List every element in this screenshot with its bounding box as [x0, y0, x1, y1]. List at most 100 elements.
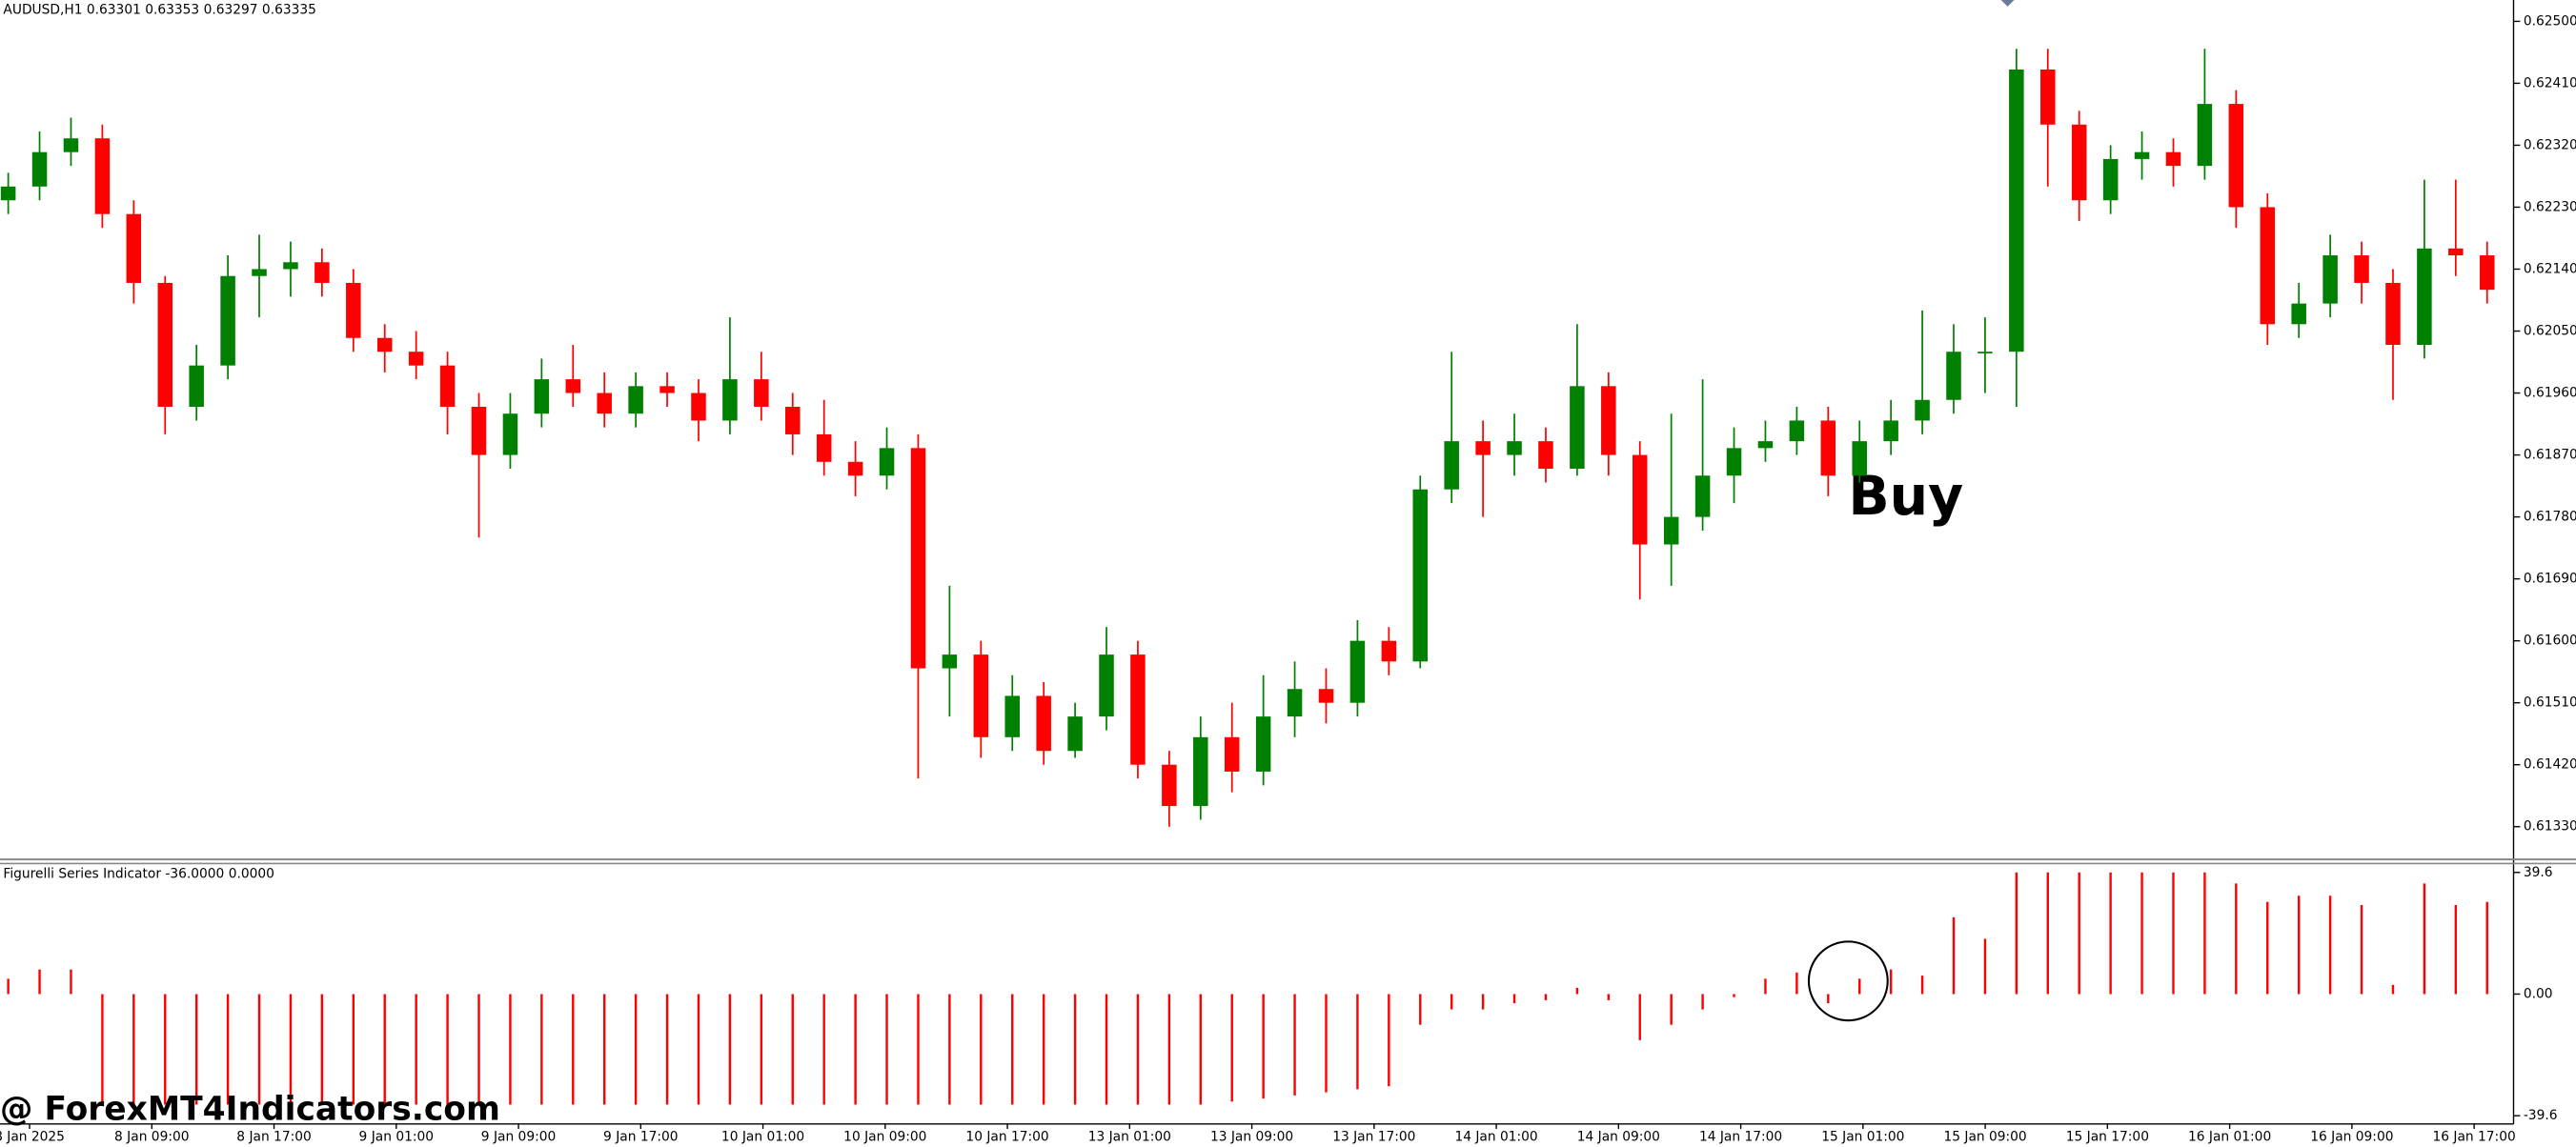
- time-label: 15 Jan 09:00: [1943, 1130, 2026, 1145]
- candle-body: [847, 461, 863, 476]
- candle-body: [471, 407, 487, 455]
- candle-body: [1193, 736, 1208, 807]
- candle-body: [1915, 399, 1930, 421]
- candle-body: [659, 386, 675, 393]
- candle-body: [1099, 654, 1114, 717]
- candle-body: [1255, 716, 1271, 772]
- time-label: 10 Jan 09:00: [843, 1130, 926, 1145]
- candle-body: [314, 262, 330, 283]
- candle-body: [346, 282, 361, 338]
- candle-body: [2134, 151, 2150, 159]
- candle-body: [1349, 640, 1366, 703]
- candle-body: [1852, 441, 1867, 476]
- y-tick-label: 0.00: [2524, 986, 2553, 1001]
- time-label: 8 Jan 17:00: [236, 1130, 311, 1145]
- y-tick-label: 0.62140: [2524, 261, 2576, 276]
- candle-body: [1224, 736, 1240, 772]
- candle-body: [565, 379, 581, 393]
- candle-body: [1507, 441, 1522, 455]
- time-label: 14 Jan 09:00: [1577, 1130, 1660, 1145]
- candle-body: [1130, 654, 1146, 765]
- time-label: 10 Jan 17:00: [965, 1130, 1048, 1145]
- shift-marker: [2000, 0, 2015, 7]
- candle-body: [1318, 689, 1334, 703]
- candle-body: [376, 337, 393, 352]
- y-tick-label: -39.6: [2524, 1108, 2558, 1123]
- candle-body: [31, 151, 48, 187]
- y-tick-label: 0.62050: [2524, 324, 2576, 339]
- candle-body: [910, 448, 926, 669]
- candle-body: [1883, 420, 1898, 442]
- candle-body: [1694, 475, 1711, 517]
- candle-body: [283, 262, 298, 270]
- candle-body: [126, 213, 142, 283]
- candle-body: [502, 413, 518, 455]
- candle-body: [691, 392, 706, 421]
- candle-body: [1570, 386, 1585, 470]
- candle-body: [754, 379, 769, 408]
- time-label: 13 Jan 01:00: [1088, 1130, 1171, 1145]
- y-tick-label: 0.62500: [2524, 13, 2576, 29]
- candle-body: [534, 379, 550, 414]
- candle-body: [2071, 124, 2087, 201]
- candle-body: [1475, 441, 1491, 455]
- candle-body: [1412, 489, 1429, 662]
- candle-body: [2385, 282, 2401, 345]
- candle-body: [1946, 352, 1961, 400]
- candle-body: [220, 275, 235, 366]
- candle-body: [1287, 689, 1303, 717]
- candle-body: [1632, 454, 1648, 545]
- time-label: 15 Jan 17:00: [2066, 1130, 2149, 1145]
- candle-body: [1663, 516, 1679, 545]
- candle-body: [1444, 441, 1459, 490]
- y-tick-label: 0.62320: [2524, 137, 2576, 152]
- candle-body: [2291, 303, 2306, 325]
- time-label: 15 Jan 01:00: [1821, 1130, 1904, 1145]
- candle-body: [408, 352, 424, 366]
- candle-body: [2260, 207, 2276, 325]
- candle-body: [189, 365, 204, 408]
- candle-body: [2009, 69, 2024, 352]
- y-tick-label: 0.61690: [2524, 572, 2576, 587]
- time-label: 9 Jan 17:00: [603, 1130, 678, 1145]
- candle-body: [63, 138, 79, 152]
- candle-body: [2197, 104, 2213, 167]
- candle-body: [439, 365, 456, 408]
- buy-annotation: Buy: [1848, 465, 1963, 528]
- y-tick-label: 0.61330: [2524, 819, 2576, 835]
- candle-body: [1538, 441, 1553, 470]
- candle-body: [2479, 255, 2495, 291]
- candle-body: [157, 282, 173, 408]
- candle-body: [2165, 151, 2181, 167]
- candle-body: [973, 654, 989, 737]
- candle-body: [2102, 158, 2119, 201]
- time-label: 10 Jan 01:00: [721, 1130, 804, 1145]
- candle-body: [816, 433, 832, 462]
- time-label: 16 Jan 09:00: [2310, 1130, 2393, 1145]
- candle-body: [2040, 69, 2056, 125]
- candle-body: [1789, 420, 1805, 442]
- candle-body: [1757, 441, 1774, 449]
- candle-body: [1726, 448, 1742, 476]
- candle-body: [1067, 716, 1083, 752]
- candle-body: [94, 138, 111, 214]
- candle-body: [1381, 640, 1397, 662]
- candle-body: [2354, 255, 2369, 283]
- candle-body: [2448, 248, 2464, 256]
- candle-body: [942, 654, 958, 669]
- candle-body: [1978, 352, 1993, 353]
- candle-body: [252, 269, 267, 276]
- y-tick-label: 0.62230: [2524, 199, 2576, 214]
- candle-body: [2417, 248, 2432, 345]
- time-label: 16 Jan 01:00: [2188, 1130, 2271, 1145]
- candle-body: [785, 407, 801, 434]
- time-label: 8 Jan 09:00: [114, 1130, 189, 1145]
- time-label: 9 Jan 09:00: [481, 1130, 556, 1145]
- y-tick-label: 39.6: [2524, 865, 2553, 880]
- y-tick-label: 0.61600: [2524, 634, 2576, 649]
- symbol-header: AUDUSD,H1 0.63301 0.63353 0.63297 0.6333…: [3, 2, 315, 17]
- candle-body: [1036, 695, 1051, 752]
- y-tick-label: 0.61960: [2524, 386, 2576, 401]
- y-tick-label: 0.62410: [2524, 75, 2576, 91]
